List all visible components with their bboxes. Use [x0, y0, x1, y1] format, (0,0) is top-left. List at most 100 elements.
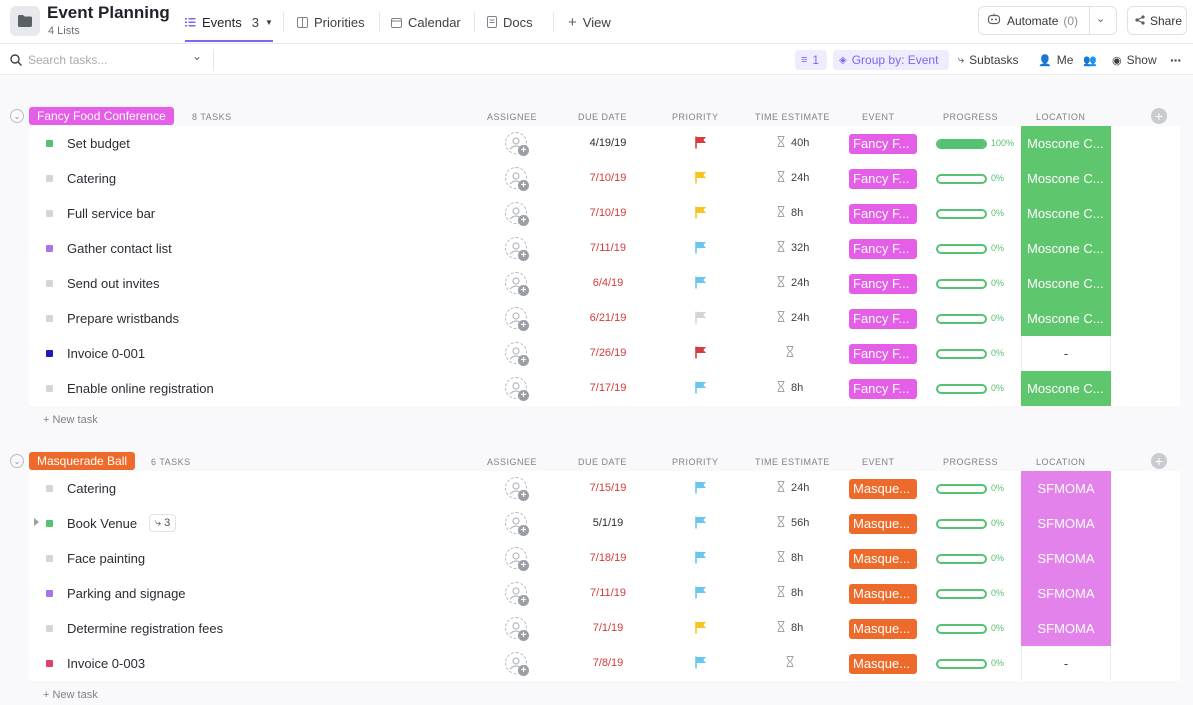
folder-icon[interactable] [10, 6, 40, 36]
status-dot[interactable] [46, 555, 53, 562]
filter-button[interactable]: ≡ 1 [795, 50, 827, 70]
table-row[interactable]: Determine registration fees +7/1/19 8h Masq… [29, 611, 1180, 646]
time-estimate[interactable]: 24h [777, 171, 809, 185]
event-tag[interactable]: Fancy F... [849, 379, 917, 399]
me-filter-button[interactable]: 👤 Me [1038, 50, 1073, 70]
add-assignee-icon[interactable]: + [518, 630, 529, 641]
column-header-progress[interactable]: PROGRESS [943, 112, 999, 122]
location-cell[interactable]: SFMOMA [1021, 576, 1111, 611]
group-name-badge[interactable]: Fancy Food Conference [29, 107, 174, 125]
assignee-avatar-empty[interactable] [505, 512, 527, 534]
tab-docs[interactable]: Docs [487, 12, 533, 32]
priority-flag-icon[interactable] [695, 171, 707, 189]
column-header-priority[interactable]: PRIORITY [672, 457, 719, 467]
due-date[interactable]: 7/18/19 [589, 552, 627, 564]
priority-flag-icon[interactable] [695, 516, 707, 534]
table-row[interactable]: Catering +7/15/19 24h Masque... 0% SFMOMA [29, 471, 1180, 506]
add-assignee-icon[interactable]: + [518, 145, 529, 156]
task-name[interactable]: Invoice 0-001 [67, 346, 146, 361]
tab-priorities[interactable]: Priorities [297, 12, 365, 32]
table-row[interactable]: Catering +7/10/19 24h Fancy F... 0% Moscone C… [29, 161, 1180, 196]
search-input[interactable]: Search tasks... ⌄ [10, 49, 210, 69]
priority-flag-icon[interactable] [695, 586, 707, 604]
location-cell[interactable]: - [1021, 646, 1111, 681]
location-cell[interactable]: Moscone C... [1021, 161, 1111, 196]
column-header-event[interactable]: EVENT [862, 112, 895, 122]
event-tag[interactable]: Masque... [849, 619, 917, 639]
add-assignee-icon[interactable]: + [518, 525, 529, 536]
event-tag[interactable]: Fancy F... [849, 239, 917, 259]
event-tag[interactable]: Masque... [849, 584, 917, 604]
task-name[interactable]: Prepare wristbands [67, 311, 179, 326]
event-tag[interactable]: Masque... [849, 479, 917, 499]
table-row[interactable]: Set budget +4/19/19 40h Fancy F... 100% Mosco… [29, 126, 1180, 161]
priority-flag-icon[interactable] [695, 311, 707, 329]
collapse-icon[interactable]: ⌄ [10, 109, 24, 123]
time-estimate[interactable]: 8h [777, 551, 803, 565]
table-row[interactable]: Gather contact list +7/11/19 32h Fancy F...… [29, 231, 1180, 266]
task-name[interactable]: Send out invites [67, 276, 160, 291]
table-row[interactable]: Full service bar +7/10/19 8h Fancy F... 0% Mo… [29, 196, 1180, 231]
more-options-button[interactable]: ··· [1170, 50, 1182, 70]
assignees-button[interactable]: 👥 [1083, 50, 1097, 70]
time-estimate[interactable]: 8h [777, 621, 803, 635]
subtasks-button[interactable]: ⤷ Subtasks [958, 50, 1019, 70]
table-row[interactable]: Prepare wristbands +6/21/19 24h Fancy F... 0… [29, 301, 1180, 336]
share-button[interactable]: Share [1127, 6, 1187, 35]
time-estimate[interactable]: 24h [777, 311, 809, 325]
column-header-due-date[interactable]: DUE DATE [578, 112, 627, 122]
event-tag[interactable]: Masque... [849, 549, 917, 569]
add-assignee-icon[interactable]: + [518, 490, 529, 501]
chevron-down-icon[interactable]: ▼ [264, 17, 273, 27]
location-cell[interactable]: SFMOMA [1021, 506, 1111, 541]
due-date[interactable]: 7/11/19 [590, 587, 626, 599]
time-estimate[interactable]: 56h [777, 516, 809, 530]
location-cell[interactable]: Moscone C... [1021, 231, 1111, 266]
status-dot[interactable] [46, 315, 53, 322]
task-name[interactable]: Determine registration fees [67, 621, 224, 636]
status-dot[interactable] [46, 175, 53, 182]
due-date[interactable]: 7/8/19 [592, 657, 624, 669]
tab-calendar[interactable]: Calendar [391, 12, 461, 32]
add-assignee-icon[interactable]: + [518, 560, 529, 571]
status-dot[interactable] [46, 245, 53, 252]
status-dot[interactable] [46, 210, 53, 217]
new-task-button[interactable]: + New task [43, 414, 98, 426]
status-dot[interactable] [46, 660, 53, 667]
location-cell[interactable]: Moscone C... [1021, 371, 1111, 406]
priority-flag-icon[interactable] [695, 551, 707, 569]
add-assignee-icon[interactable]: + [518, 595, 529, 606]
due-date[interactable]: 6/4/19 [592, 277, 624, 289]
location-cell[interactable]: Moscone C... [1021, 126, 1111, 161]
group-by-button[interactable]: ◈ Group by: Event [833, 50, 949, 70]
add-assignee-icon[interactable]: + [518, 215, 529, 226]
priority-flag-icon[interactable] [695, 381, 707, 399]
location-cell[interactable]: SFMOMA [1021, 471, 1111, 506]
column-header-event[interactable]: EVENT [862, 457, 895, 467]
chevron-down-icon[interactable]: ⌄ [1096, 13, 1106, 25]
add-assignee-icon[interactable]: + [518, 320, 529, 331]
priority-flag-icon[interactable] [695, 481, 707, 499]
time-estimate[interactable]: 32h [777, 241, 809, 255]
group-name-badge[interactable]: Masquerade Ball [29, 452, 136, 470]
subtask-count-badge[interactable]: ⤷ 3 [149, 514, 177, 532]
task-name[interactable]: Catering [67, 171, 117, 186]
event-tag[interactable]: Fancy F... [849, 134, 917, 154]
time-estimate[interactable] [786, 656, 794, 670]
time-estimate[interactable]: 8h [777, 586, 803, 600]
event-tag[interactable]: Fancy F... [849, 274, 917, 294]
new-task-button[interactable]: + New task [43, 689, 98, 701]
event-tag[interactable]: Masque... [849, 514, 917, 534]
task-name[interactable]: Catering [67, 481, 117, 496]
column-header-location[interactable]: LOCATION [1036, 457, 1086, 467]
add-assignee-icon[interactable]: + [518, 665, 529, 676]
task-name[interactable]: Gather contact list [67, 241, 172, 256]
location-cell[interactable]: SFMOMA [1021, 611, 1111, 646]
add-assignee-icon[interactable]: + [518, 285, 529, 296]
table-row[interactable]: Invoice 0-001 +7/26/19 Fancy F... 0% - [29, 336, 1180, 371]
task-name[interactable]: Set budget [67, 136, 130, 151]
priority-flag-icon[interactable] [695, 656, 707, 674]
time-estimate[interactable]: 24h [777, 276, 809, 290]
time-estimate[interactable] [786, 346, 794, 360]
time-estimate[interactable]: 8h [777, 381, 803, 395]
